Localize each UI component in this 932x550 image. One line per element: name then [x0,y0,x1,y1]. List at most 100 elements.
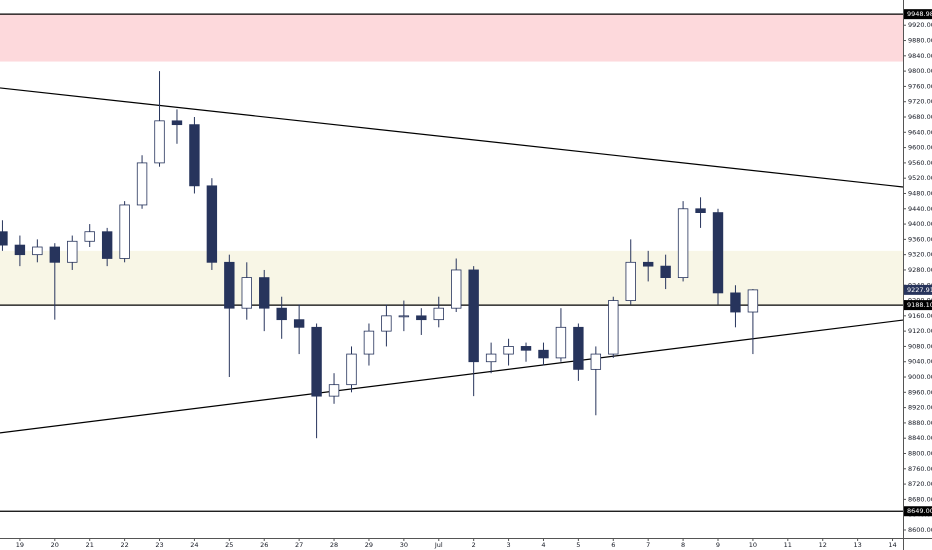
candle-body [381,315,392,332]
candle-body [119,204,130,259]
y-tick-label: 8680.00 [908,495,932,503]
x-tick-label: 4 [541,541,545,549]
y-tick-label: 9440.00 [908,205,932,213]
candle-body [276,307,287,321]
x-tick-label: 5 [576,541,580,549]
candle-body [660,265,671,279]
y-tick-label: 9320.00 [908,251,932,259]
price-label: 9188.10 [907,301,932,309]
price-label: 9227.91 [907,286,932,294]
y-tick-label: 8600.00 [908,526,932,534]
candle-body [538,349,549,359]
y-tick-label: 8720.00 [908,480,932,488]
x-tick-label: 10 [749,541,757,549]
x-tick-label: 27 [295,541,303,549]
x-tick-label: 21 [86,541,94,549]
x-tick-label: 30 [400,541,408,549]
x-tick-label: 29 [365,541,373,549]
x-tick-label: 13 [853,541,861,549]
y-tick-label: 9680.00 [908,113,932,121]
x-tick-label: 8 [681,541,685,549]
y-tick-label: 9160.00 [908,312,932,320]
candle-body [84,231,95,242]
x-tick-label: Jul [434,541,443,549]
candle-body [468,269,479,363]
candle-body [171,120,183,126]
x-tick-label: 23 [155,541,163,549]
y-tick-label: 9000.00 [908,373,932,381]
candle-body [101,231,113,259]
y-tick-label: 9800.00 [908,67,932,75]
price-label: 8649.00 [907,507,932,515]
candle-body [451,269,462,309]
price-label-box [904,506,932,517]
candle-body [259,277,270,309]
candle-body [573,326,584,370]
candle-body [363,330,375,355]
y-tick-label: 9600.00 [908,144,932,152]
x-tick-label: 7 [646,541,650,549]
candle-body [398,315,410,318]
candle-body [328,384,340,397]
y-tick-label: 8800.00 [908,449,932,457]
candle-body [293,319,305,328]
price-label: 9948.98 [907,10,932,18]
candle-body [0,231,8,246]
x-tick-label: 25 [225,541,233,549]
x-tick-label: 14 [888,541,896,549]
candle-body [189,124,200,187]
candle-body [32,246,43,256]
price-label-box [904,300,932,311]
candle-body [206,185,218,263]
y-tick-label: 9720.00 [908,98,932,106]
candle-body [433,307,444,321]
candle-body [49,246,61,263]
x-tick-label: 19 [16,541,24,549]
candle-body [730,292,741,313]
y-tick-label: 8920.00 [908,404,932,412]
y-tick-label: 8960.00 [908,388,932,396]
candle-body [311,326,322,397]
candle-body [625,261,636,301]
y-tick-label: 8840.00 [908,434,932,442]
x-tick-label: 22 [120,541,128,549]
candle-body [136,162,148,206]
candle-body [520,346,532,351]
candle-body [485,353,497,363]
y-tick-label: 9560.00 [908,159,932,167]
x-tick-label: 3 [506,541,510,549]
candle-body [503,346,514,355]
x-tick-label: 24 [190,541,198,549]
candle-body [695,208,706,213]
y-tick-label: 8880.00 [908,419,932,427]
y-tick-label: 9080.00 [908,342,932,350]
candle-body [642,261,654,267]
y-tick-label: 9480.00 [908,189,932,197]
y-tick-label: 9360.00 [908,235,932,243]
y-tick-label: 9840.00 [908,52,932,60]
y-tick-label: 9880.00 [908,37,932,45]
trendline [0,87,904,188]
y-tick-label: 9120.00 [908,327,932,335]
x-tick-label: 6 [611,541,615,549]
y-tick-label: 9040.00 [908,358,932,366]
candle-body [590,353,602,370]
x-tick-label: 28 [330,541,338,549]
candle-body [224,261,235,309]
candle-body [555,326,567,359]
candle-body [416,315,427,321]
y-tick-label: 9640.00 [908,128,932,136]
axis-panel [0,538,903,550]
candle-body [608,300,619,355]
candle-body [67,240,78,263]
y-tick-label: 9280.00 [908,266,932,274]
x-tick-label: 26 [260,541,268,549]
y-tick-label: 9400.00 [908,220,932,228]
x-tick-label: 12 [819,541,827,549]
y-tick-label: 8760.00 [908,465,932,473]
candle-body [712,212,724,294]
x-tick-label: 20 [51,541,59,549]
x-tick-label: 9 [716,541,720,549]
candle-body [346,353,357,386]
y-tick-label: 9760.00 [908,82,932,90]
